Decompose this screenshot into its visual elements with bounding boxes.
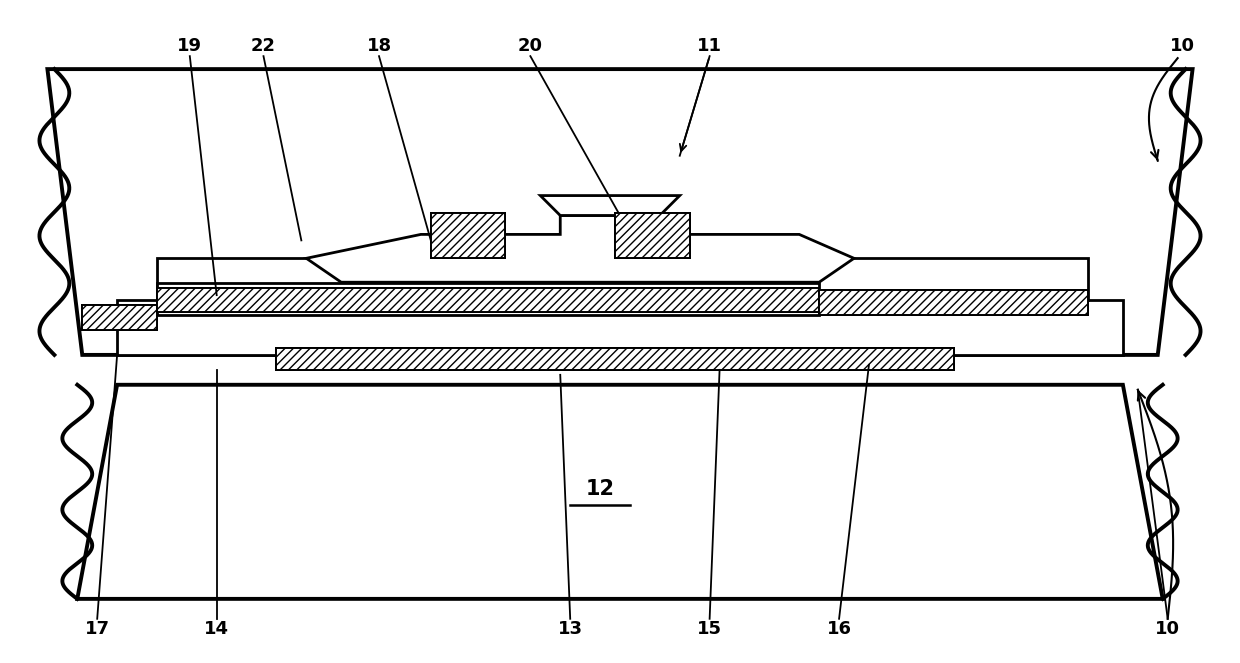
Polygon shape <box>541 196 680 215</box>
Text: 18: 18 <box>367 37 392 55</box>
Polygon shape <box>820 290 1087 315</box>
Polygon shape <box>277 348 954 370</box>
Text: 17: 17 <box>84 620 109 638</box>
Polygon shape <box>157 259 1087 300</box>
Text: 19: 19 <box>177 37 202 55</box>
Text: 13: 13 <box>558 620 583 638</box>
Polygon shape <box>306 215 854 282</box>
Polygon shape <box>157 288 820 312</box>
Polygon shape <box>430 213 506 259</box>
Text: 10: 10 <box>1171 37 1195 55</box>
Text: 10: 10 <box>1156 620 1180 638</box>
Polygon shape <box>117 300 1123 355</box>
Polygon shape <box>47 69 1193 355</box>
Text: 20: 20 <box>518 37 543 55</box>
Polygon shape <box>157 288 820 312</box>
Text: 15: 15 <box>697 620 722 638</box>
Polygon shape <box>82 305 157 330</box>
Polygon shape <box>430 213 506 259</box>
Text: 11: 11 <box>697 37 722 55</box>
Polygon shape <box>820 290 1087 315</box>
Polygon shape <box>77 385 1163 599</box>
Text: 16: 16 <box>827 620 852 638</box>
Polygon shape <box>277 348 954 370</box>
Text: 14: 14 <box>205 620 229 638</box>
Polygon shape <box>82 305 157 330</box>
Text: 12: 12 <box>585 479 615 499</box>
Text: 22: 22 <box>250 37 277 55</box>
Polygon shape <box>615 213 689 259</box>
Polygon shape <box>615 213 689 259</box>
Polygon shape <box>157 283 820 315</box>
